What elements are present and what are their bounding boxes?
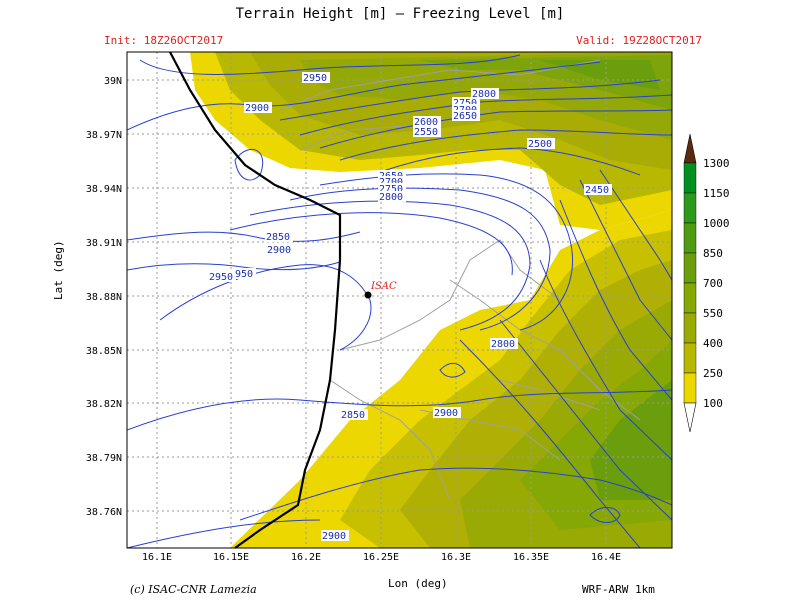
x-tick-label: 16.15E: [213, 552, 249, 563]
y-tick-label: 38.76N: [86, 507, 122, 518]
y-tick-label: 39N: [104, 76, 122, 87]
colorbar-label: 1000: [703, 217, 730, 230]
y-tick-label: 38.91N: [86, 238, 122, 249]
contour-label: 2600: [414, 117, 438, 128]
colorbar-label: 700: [703, 277, 723, 290]
contour-label: 2800: [491, 339, 515, 350]
init-time: Init: 18Z26OCT2017: [104, 34, 224, 47]
x-tick-label: 16.1E: [142, 552, 172, 563]
coastline: [169, 51, 342, 549]
colorbar-label: 250: [703, 367, 723, 380]
y-tick-label: 38.79N: [86, 453, 122, 464]
colorbar-label: 1300: [703, 157, 730, 170]
contour-label: 2650: [453, 111, 477, 122]
contour-label: 2550: [414, 127, 438, 138]
roads: [279, 59, 641, 501]
colorbar-label: 550: [703, 307, 723, 320]
valid-time: Valid: 19Z28OCT2017: [576, 34, 702, 47]
y-axis-label: Lat (deg): [52, 240, 65, 300]
colorbar: 1300 1150 1000 850 700 550 400 250 100: [683, 133, 730, 433]
y-tick-label: 38.82N: [86, 399, 122, 410]
contour-label: 2850: [341, 410, 365, 421]
contour-label: 2450: [585, 185, 609, 196]
contour-label: 950: [235, 269, 253, 280]
colorbar-top-triangle: [683, 133, 697, 164]
contour-label: 2950: [303, 73, 327, 84]
x-tick-label: 16.35E: [513, 552, 549, 563]
plot-frame: [126, 51, 673, 549]
x-tick-label: 16.4E: [591, 552, 621, 563]
colorbar-label: 1150: [703, 187, 730, 200]
y-tick-label: 38.97N: [86, 130, 122, 141]
contour-label: 2700: [379, 177, 403, 188]
colorbar-label: 850: [703, 247, 723, 260]
y-axis: 39N 38.97N 38.94N 38.91N 38.88N 38.85N 3…: [86, 76, 122, 518]
colorbar-bottom-triangle: [683, 402, 697, 433]
contour-label: 2500: [528, 139, 552, 150]
station-marker: [364, 291, 372, 299]
contour-label: 2800: [472, 89, 496, 100]
y-tick-label: 38.85N: [86, 346, 122, 357]
y-tick-label: 38.94N: [86, 184, 122, 195]
contour-label: 2900: [267, 245, 291, 256]
colorbar-label: 400: [703, 337, 723, 350]
x-tick-label: 16.25E: [363, 552, 399, 563]
contour-label: 2950: [209, 272, 233, 283]
contour-label: 2900: [245, 103, 269, 114]
x-tick-label: 16.3E: [441, 552, 471, 563]
colorbar-label: 100: [703, 397, 723, 410]
contour-labels: 2950 2900 2800 2750 2700 2650 2600 2550 …: [208, 72, 612, 542]
x-axis-label: Lon (deg): [388, 577, 448, 590]
contour-label: 2750: [379, 184, 403, 195]
contour-label: 2900: [322, 531, 346, 542]
x-tick-label: 16.2E: [291, 552, 321, 563]
x-axis: 16.1E 16.15E 16.2E 16.25E 16.3E 16.35E 1…: [142, 552, 621, 563]
y-tick-label: 38.88N: [86, 292, 122, 303]
contour-label: 2800: [379, 192, 403, 203]
model-text: WRF-ARW 1km: [582, 583, 655, 596]
contour-lines: [127, 54, 672, 548]
contour-label: 2750: [453, 98, 477, 109]
map-title: Terrain Height [m] — Freezing Level [m]: [235, 6, 565, 22]
credit-text: (c) ISAC-CNR Lamezia: [130, 583, 257, 596]
contour-label: 2850: [266, 232, 290, 243]
contour-label: 2900: [434, 408, 458, 419]
station-label: ISAC: [370, 281, 397, 292]
